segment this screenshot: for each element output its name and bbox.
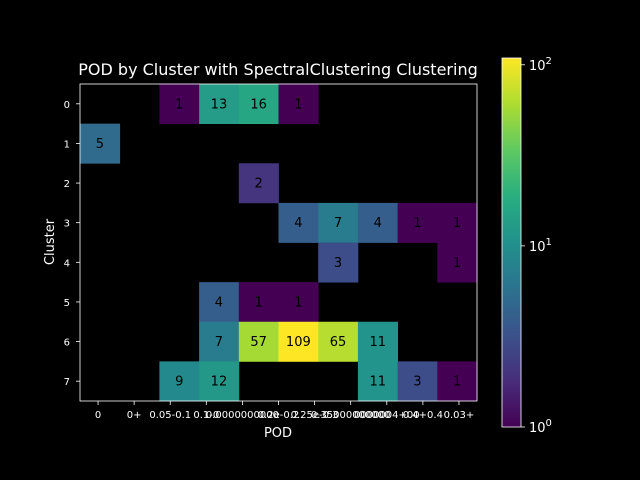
y-axis-label: Cluster: [43, 218, 58, 265]
colorbar: [501, 57, 522, 428]
colorbar-ticks: 100 101 102: [521, 56, 552, 436]
chart-title: POD by Cluster with SpectralClustering C…: [78, 60, 477, 79]
heatmap-cell-label: 1: [453, 375, 461, 390]
x-tick-label: 0.2e-0.2: [258, 410, 300, 421]
heatmap-cell-label: 65: [330, 335, 347, 350]
y-tick-label: 5: [64, 298, 70, 309]
heatmap-cell: [437, 361, 478, 402]
heatmap-cell: [238, 163, 279, 204]
y-tick-label: 4: [64, 258, 70, 269]
heatmap-cell-label: 11: [369, 335, 386, 350]
heatmap-cell-label: 7: [334, 216, 342, 231]
y-tick-label: 0: [64, 100, 70, 111]
heatmap-cell-label: 7: [215, 335, 223, 350]
heatmap-cell: [318, 321, 359, 362]
x-tick-label: 0.25e-0.3: [291, 410, 339, 421]
x-tick-label: 0000004+00: [354, 410, 420, 421]
heatmap-cell-label: 1: [255, 295, 263, 310]
heatmap-cell: [357, 321, 398, 362]
heatmap-cell-label: 3: [413, 375, 421, 390]
heatmap-cell-label: 16: [250, 97, 267, 112]
colorbar-tick-label: 101: [529, 237, 552, 255]
heatmap-cell: [159, 84, 200, 125]
heatmap-cell-label: 12: [211, 375, 228, 390]
heatmap-cell: [278, 282, 319, 323]
heatmap-cell: [437, 202, 478, 243]
colorbar-tick-label: 100: [529, 418, 552, 436]
y-tick-label: 6: [64, 338, 70, 349]
heatmap-cell-label: 1: [175, 97, 183, 112]
heatmap-cell-label: 3: [334, 256, 342, 271]
heatmap-cell-label: 2: [255, 177, 263, 192]
x-tick-label: 0+: [127, 410, 142, 421]
heatmap-cell: [278, 202, 319, 243]
heatmap-cell: [318, 242, 359, 283]
heatmap-cell-label: 57: [250, 335, 267, 350]
heatmap-cell: [397, 361, 438, 402]
heatmap-cell: [318, 202, 359, 243]
heatmap-cell-label: 1: [294, 97, 302, 112]
x-tick-label: 0.35000000000: [311, 410, 391, 421]
heatmap-cell: [80, 123, 121, 164]
heatmap-cell-label: 4: [374, 216, 382, 231]
y-tick-label: 2: [64, 179, 70, 190]
x-tick-label: 0.0000000000: [206, 410, 279, 421]
heatmap-cell: [159, 361, 200, 402]
heatmap-cell-label: 11: [369, 375, 386, 390]
heatmap-cell: [199, 361, 240, 402]
heatmap-cell-label: 13: [211, 97, 228, 112]
heatmap-cell-label: 4: [294, 216, 302, 231]
heatmap-cell: [199, 321, 240, 362]
x-tick-label: 0.03+: [444, 410, 475, 421]
heatmap-cell: [199, 84, 240, 125]
heatmap-cells: [80, 84, 478, 402]
x-tick-label: 0.1-0: [193, 410, 219, 421]
colorbar-tick-label: 102: [529, 56, 552, 74]
y-tick-label: 1: [64, 139, 70, 150]
heatmap-cell: [357, 202, 398, 243]
x-axis-ticks: 0 0+ 0.05-0.1 0.1-00.00000000000.2e-0.20.25…: [95, 401, 474, 421]
heatmap-cell-label: 109: [286, 335, 311, 350]
heatmap-cell-label: 4: [215, 295, 223, 310]
x-tick-label: 0: [95, 410, 101, 421]
heatmap-cell-label: 1: [453, 216, 461, 231]
heatmap-cell: [278, 321, 319, 362]
heatmap-cell: [238, 282, 279, 323]
heatmap-cell-label: 1: [294, 295, 302, 310]
heatmap-cell: [238, 321, 279, 362]
heatmap-cell-label: 5: [96, 137, 104, 152]
heatmap-cell-label: 9: [175, 375, 183, 390]
heatmap-cell: [199, 282, 240, 323]
heatmap-cell: [238, 84, 279, 125]
heatmap-cell: [437, 242, 478, 283]
y-tick-label: 7: [64, 377, 70, 388]
heatmap-cell: [357, 361, 398, 402]
heatmap-cell: [278, 84, 319, 125]
y-tick-label: 3: [64, 219, 70, 230]
x-tick-label: 0.4+0.4: [403, 410, 443, 421]
heatmap-cell-label: 1: [413, 216, 421, 231]
y-axis-ticks: 0 1 2 3 4 5 6 7: [64, 100, 80, 388]
heatmap-cell: [397, 202, 438, 243]
heatmap-cell-label: 1: [453, 256, 461, 271]
x-tick-label: 0.05-0.1: [149, 410, 191, 421]
x-axis-label: POD: [264, 426, 292, 441]
